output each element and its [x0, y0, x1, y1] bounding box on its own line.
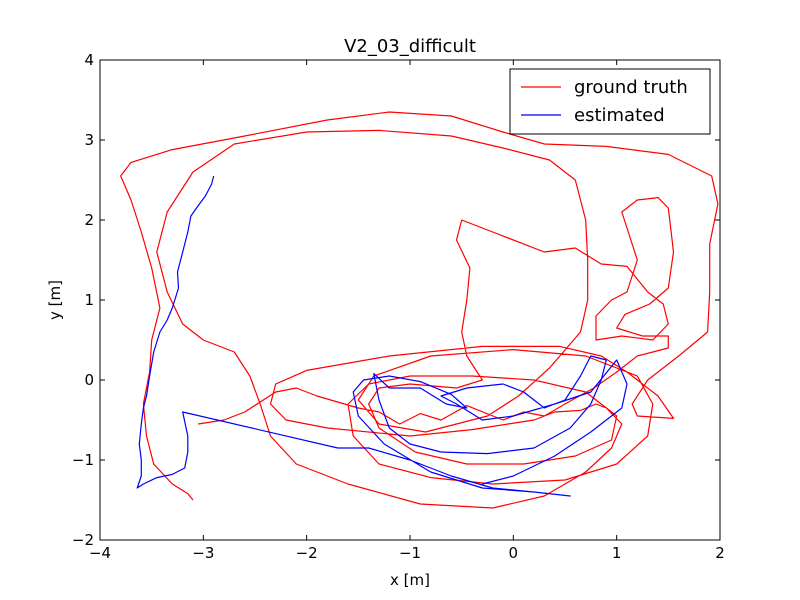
y-tick-label: 3: [84, 131, 94, 149]
x-tick-label: 0: [509, 544, 519, 562]
x-tick-label: −3: [192, 544, 214, 562]
plot-area: −4 −3 −2 −1 0 1 2 −2 −1 0 1 2 3 4: [72, 51, 725, 562]
y-tick-label: 2: [84, 211, 94, 229]
series-line-ground-truth: [120, 111, 719, 509]
y-tick-label: 0: [84, 371, 94, 389]
x-tick-label: −2: [296, 544, 318, 562]
legend-label-estimated: estimated: [574, 105, 665, 126]
y-tick-label: −2: [72, 531, 94, 549]
x-tick-label: 1: [612, 544, 622, 562]
chart-title: V2_03_difficult: [344, 36, 476, 57]
series-line-estimated: [136, 175, 628, 497]
legend: ground truth estimated: [509, 68, 711, 135]
y-tick-label: −1: [72, 451, 94, 469]
y-tick-label: 1: [84, 291, 94, 309]
legend-label-ground-truth: ground truth: [574, 77, 688, 98]
x-axis-label: x [m]: [390, 571, 430, 589]
x-tick-label: −1: [399, 544, 421, 562]
x-tick-label: −4: [89, 544, 111, 562]
x-tick-label: 2: [715, 544, 725, 562]
series-layer: [120, 111, 719, 509]
y-tick-label: 4: [84, 51, 94, 69]
y-axis-label: y [m]: [46, 280, 64, 320]
ticks-layer: −4 −3 −2 −1 0 1 2 −2 −1 0 1 2 3 4: [72, 51, 725, 562]
legend-box: [509, 68, 711, 135]
